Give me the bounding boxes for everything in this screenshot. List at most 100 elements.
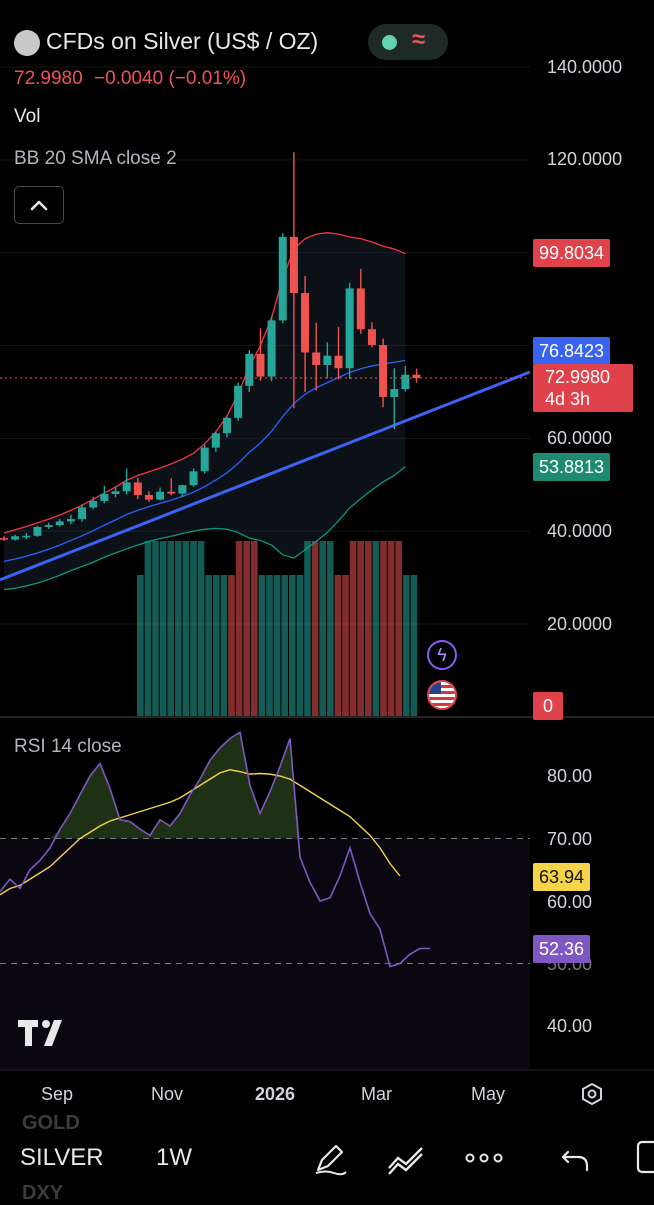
volume-bar — [243, 541, 250, 716]
candle-body — [345, 288, 354, 369]
volume-bar — [167, 541, 174, 716]
candle-body — [11, 536, 20, 540]
rsi-ma-tag: 63.94 — [533, 863, 591, 891]
volume-bar — [365, 541, 372, 716]
rsi-band-background — [0, 838, 530, 1070]
volume-bar — [380, 541, 387, 716]
candle-body — [200, 447, 209, 472]
candle-body — [390, 389, 399, 398]
candle-body — [89, 500, 98, 508]
rsi-indicator-label[interactable]: RSI 14 close — [14, 736, 122, 757]
candle-body — [78, 507, 87, 520]
drawing-pen-icon[interactable] — [312, 1140, 348, 1181]
bollinger-bands-label[interactable]: BB 20 SMA close 2 — [14, 148, 177, 169]
rsi-tick: 60.00 — [547, 892, 593, 912]
candle-body — [223, 417, 231, 434]
volume-bar — [319, 541, 326, 716]
candle-body — [234, 385, 243, 418]
chart-settings-hexagon-icon[interactable] — [580, 1082, 604, 1111]
rsi-tick: 80.00 — [547, 766, 593, 786]
rsi-tick: 70.00 — [547, 829, 593, 849]
volume-bar — [190, 541, 197, 716]
rsi-tick: 40.00 — [547, 1016, 593, 1036]
collapse-indicators-button[interactable] — [14, 186, 64, 224]
volume-bar — [403, 575, 410, 716]
volume-bar — [251, 541, 258, 716]
candle-body — [144, 494, 153, 500]
rsi-overbought-fill — [0, 732, 430, 839]
volume-bar — [137, 575, 144, 716]
time-tick: May — [471, 1084, 506, 1104]
candle-body — [44, 525, 53, 527]
trendline — [0, 370, 531, 582]
candle-body — [167, 491, 176, 494]
candle-body — [401, 374, 410, 390]
candle-body — [312, 352, 321, 365]
candle-body — [156, 491, 165, 500]
previous-symbol-ghost[interactable]: GOLD — [22, 1112, 80, 1134]
last-price: 72.9980 — [14, 68, 83, 89]
volume-bar — [311, 541, 319, 716]
volume-bar — [266, 575, 273, 716]
indicators-icon[interactable] — [386, 1142, 426, 1181]
volume-bar — [410, 575, 418, 716]
symbol-button[interactable]: SILVER — [20, 1144, 104, 1171]
wave-icon: ≈ — [412, 26, 426, 53]
candle-body — [0, 538, 8, 540]
bb-upper-tag: 99.8034 — [533, 239, 611, 267]
us-flag-event-icon[interactable] — [427, 680, 457, 710]
candle-body — [334, 355, 343, 369]
bar-countdown: 4d 3h — [545, 389, 591, 409]
last-price-tag: 72.9980 4d 3h — [533, 364, 633, 412]
volume-bar — [281, 575, 288, 716]
volume-bar — [342, 575, 349, 716]
volume-bar — [334, 575, 342, 716]
candle-body — [55, 521, 64, 526]
candle-body — [301, 293, 310, 353]
volume-bar — [220, 575, 228, 716]
volume-bar — [205, 575, 212, 716]
volume-bar — [289, 575, 296, 716]
candle-body — [379, 345, 388, 398]
last-price-tag-value: 72.9980 — [545, 367, 611, 387]
interval-button[interactable]: 1W — [156, 1144, 192, 1171]
price-tick: 120.0000 — [547, 149, 623, 169]
volume-bar — [197, 541, 205, 716]
volume-tag: 0 — [533, 692, 563, 720]
undo-icon[interactable] — [560, 1144, 592, 1179]
candle-body — [189, 471, 198, 486]
price-tick: 20.0000 — [547, 614, 613, 634]
candle-body — [412, 374, 421, 378]
market-open-dot-icon — [382, 35, 397, 50]
volume-indicator-label[interactable]: Vol — [14, 106, 41, 127]
candle-body — [122, 482, 131, 492]
time-tick: Nov — [151, 1084, 184, 1104]
candle-body — [178, 485, 187, 494]
silver-symbol-icon — [14, 30, 40, 56]
candle-body — [278, 236, 287, 321]
bollinger-band-fill — [4, 232, 406, 590]
price-change-readout: 72.9980 −0.0040 (−0.01%) — [14, 68, 246, 90]
volume-bar — [349, 541, 357, 716]
candle-body — [100, 494, 109, 501]
candle-body — [289, 236, 298, 294]
bb-lower-tag: 53.8813 — [533, 453, 611, 481]
market-status-pill[interactable] — [368, 24, 448, 60]
candle-body — [323, 355, 332, 365]
symbol-title[interactable]: CFDs on Silver (US$ / OZ) — [46, 28, 319, 54]
volume-bar — [357, 541, 364, 716]
next-symbol-ghost[interactable]: DXY — [22, 1182, 64, 1204]
candle-body — [367, 329, 376, 346]
lightning-event-icon[interactable]: ϟ — [427, 640, 457, 670]
price-tick: 40.0000 — [547, 521, 613, 541]
bb-lower-line — [3, 466, 406, 591]
fullscreen-icon[interactable] — [636, 1140, 654, 1179]
price-tick: 140.0000 — [547, 57, 623, 77]
volume-bar — [235, 541, 243, 716]
volume-bar — [273, 575, 281, 716]
more-options-icon[interactable] — [464, 1148, 504, 1173]
volume-bar — [213, 575, 220, 716]
tradingview-logo — [18, 1020, 70, 1053]
volume-bar — [387, 541, 395, 716]
